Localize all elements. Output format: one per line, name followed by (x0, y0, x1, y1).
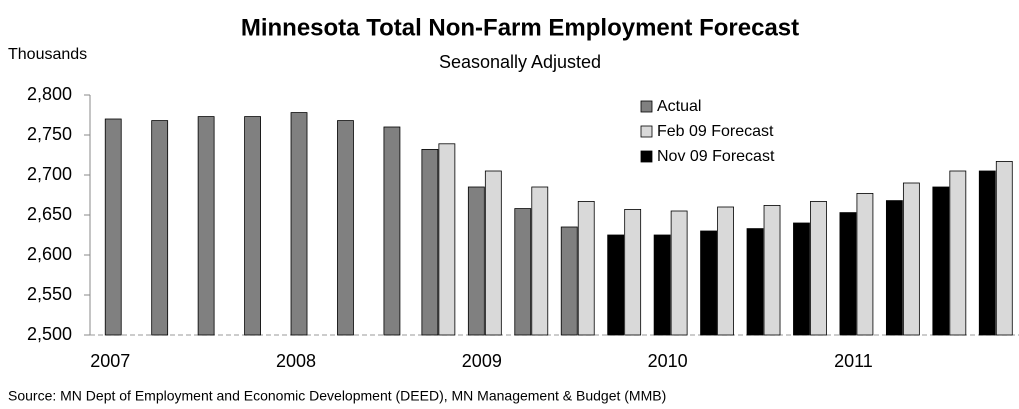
bar (717, 206, 734, 336)
legend-label: Actual (657, 98, 701, 115)
bar (438, 143, 456, 336)
bar (577, 200, 595, 336)
bar (421, 148, 439, 336)
bar (746, 228, 764, 336)
bar (151, 120, 169, 336)
y-tick-label: 2,700 (27, 164, 72, 184)
legend-swatch (640, 125, 653, 138)
y-axis-label: Thousands (8, 46, 87, 63)
bar (104, 118, 122, 336)
y-tick-label: 2,550 (27, 284, 72, 304)
x-tick-label: 2009 (462, 351, 502, 371)
chart-subtitle: Seasonally Adjusted (439, 52, 601, 72)
x-tick-label: 2010 (648, 351, 688, 371)
y-tick-label: 2,600 (27, 244, 72, 264)
bar (290, 112, 308, 336)
legend-swatch (640, 100, 653, 113)
bar (197, 116, 215, 336)
y-tick-label: 2,650 (27, 204, 72, 224)
bar (467, 186, 485, 336)
chart-title: Minnesota Total Non-Farm Employment Fore… (241, 14, 799, 41)
x-tick-label: 2011 (834, 351, 873, 371)
bar (839, 212, 857, 336)
bar (670, 210, 688, 336)
bar (793, 222, 810, 336)
bar (902, 182, 920, 336)
x-tick-label: 2008 (276, 351, 316, 371)
bar (932, 186, 950, 336)
legend-label: Nov 09 Forecast (657, 148, 775, 165)
bar (624, 208, 642, 336)
bar (763, 204, 781, 336)
bar (484, 170, 502, 336)
bar (244, 116, 261, 336)
bar (949, 170, 967, 336)
bar (856, 192, 874, 336)
bar (885, 200, 903, 336)
legend-label: Feb 09 Forecast (657, 123, 774, 140)
bar (383, 126, 401, 336)
bar (995, 160, 1013, 336)
legend-swatch (640, 150, 653, 163)
bar (653, 234, 671, 336)
y-tick-label: 2,800 (27, 84, 72, 104)
y-tick-label: 2,500 (27, 324, 72, 344)
source: Source: MN Dept of Employment and Econom… (8, 388, 666, 404)
bar (337, 120, 354, 336)
x-tick-label: 2007 (90, 351, 130, 371)
bar (531, 186, 549, 336)
bar (607, 234, 625, 336)
bar (560, 226, 578, 336)
y-tick-label: 2,750 (27, 124, 72, 144)
bar (700, 230, 717, 336)
bar (514, 208, 532, 336)
bar (810, 200, 827, 336)
bar (978, 170, 996, 336)
